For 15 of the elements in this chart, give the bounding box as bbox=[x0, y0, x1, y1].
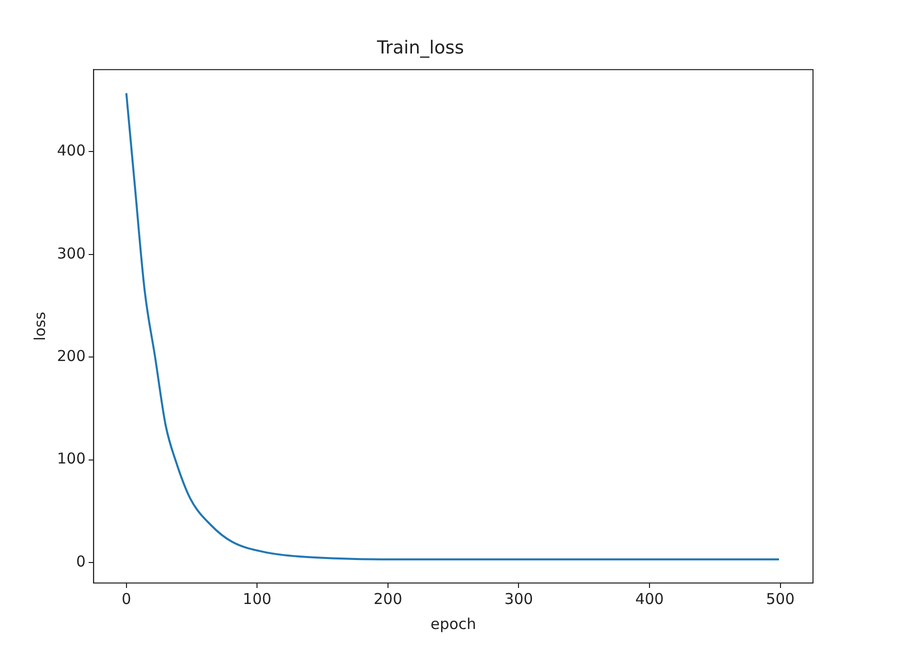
x-axis-title: epoch bbox=[430, 614, 476, 633]
line-series bbox=[125, 92, 780, 560]
y-tick-label: 400 bbox=[56, 142, 86, 160]
x-tick-label: 0 bbox=[122, 590, 132, 608]
y-tick-label: 0 bbox=[76, 552, 86, 570]
chart-title: Train_loss bbox=[376, 37, 464, 58]
x-tick-label: 100 bbox=[242, 590, 272, 608]
x-tick-label: 500 bbox=[766, 590, 795, 608]
x-tick-label: 400 bbox=[635, 590, 664, 608]
y-tick-label: 100 bbox=[56, 450, 86, 468]
y-tick-label: 200 bbox=[56, 346, 86, 365]
x-tick-label: 300 bbox=[504, 590, 534, 608]
x-tick-label: 200 bbox=[374, 590, 402, 608]
y-axis-title: loss bbox=[30, 312, 49, 341]
y-tick-label: 300 bbox=[56, 244, 86, 262]
